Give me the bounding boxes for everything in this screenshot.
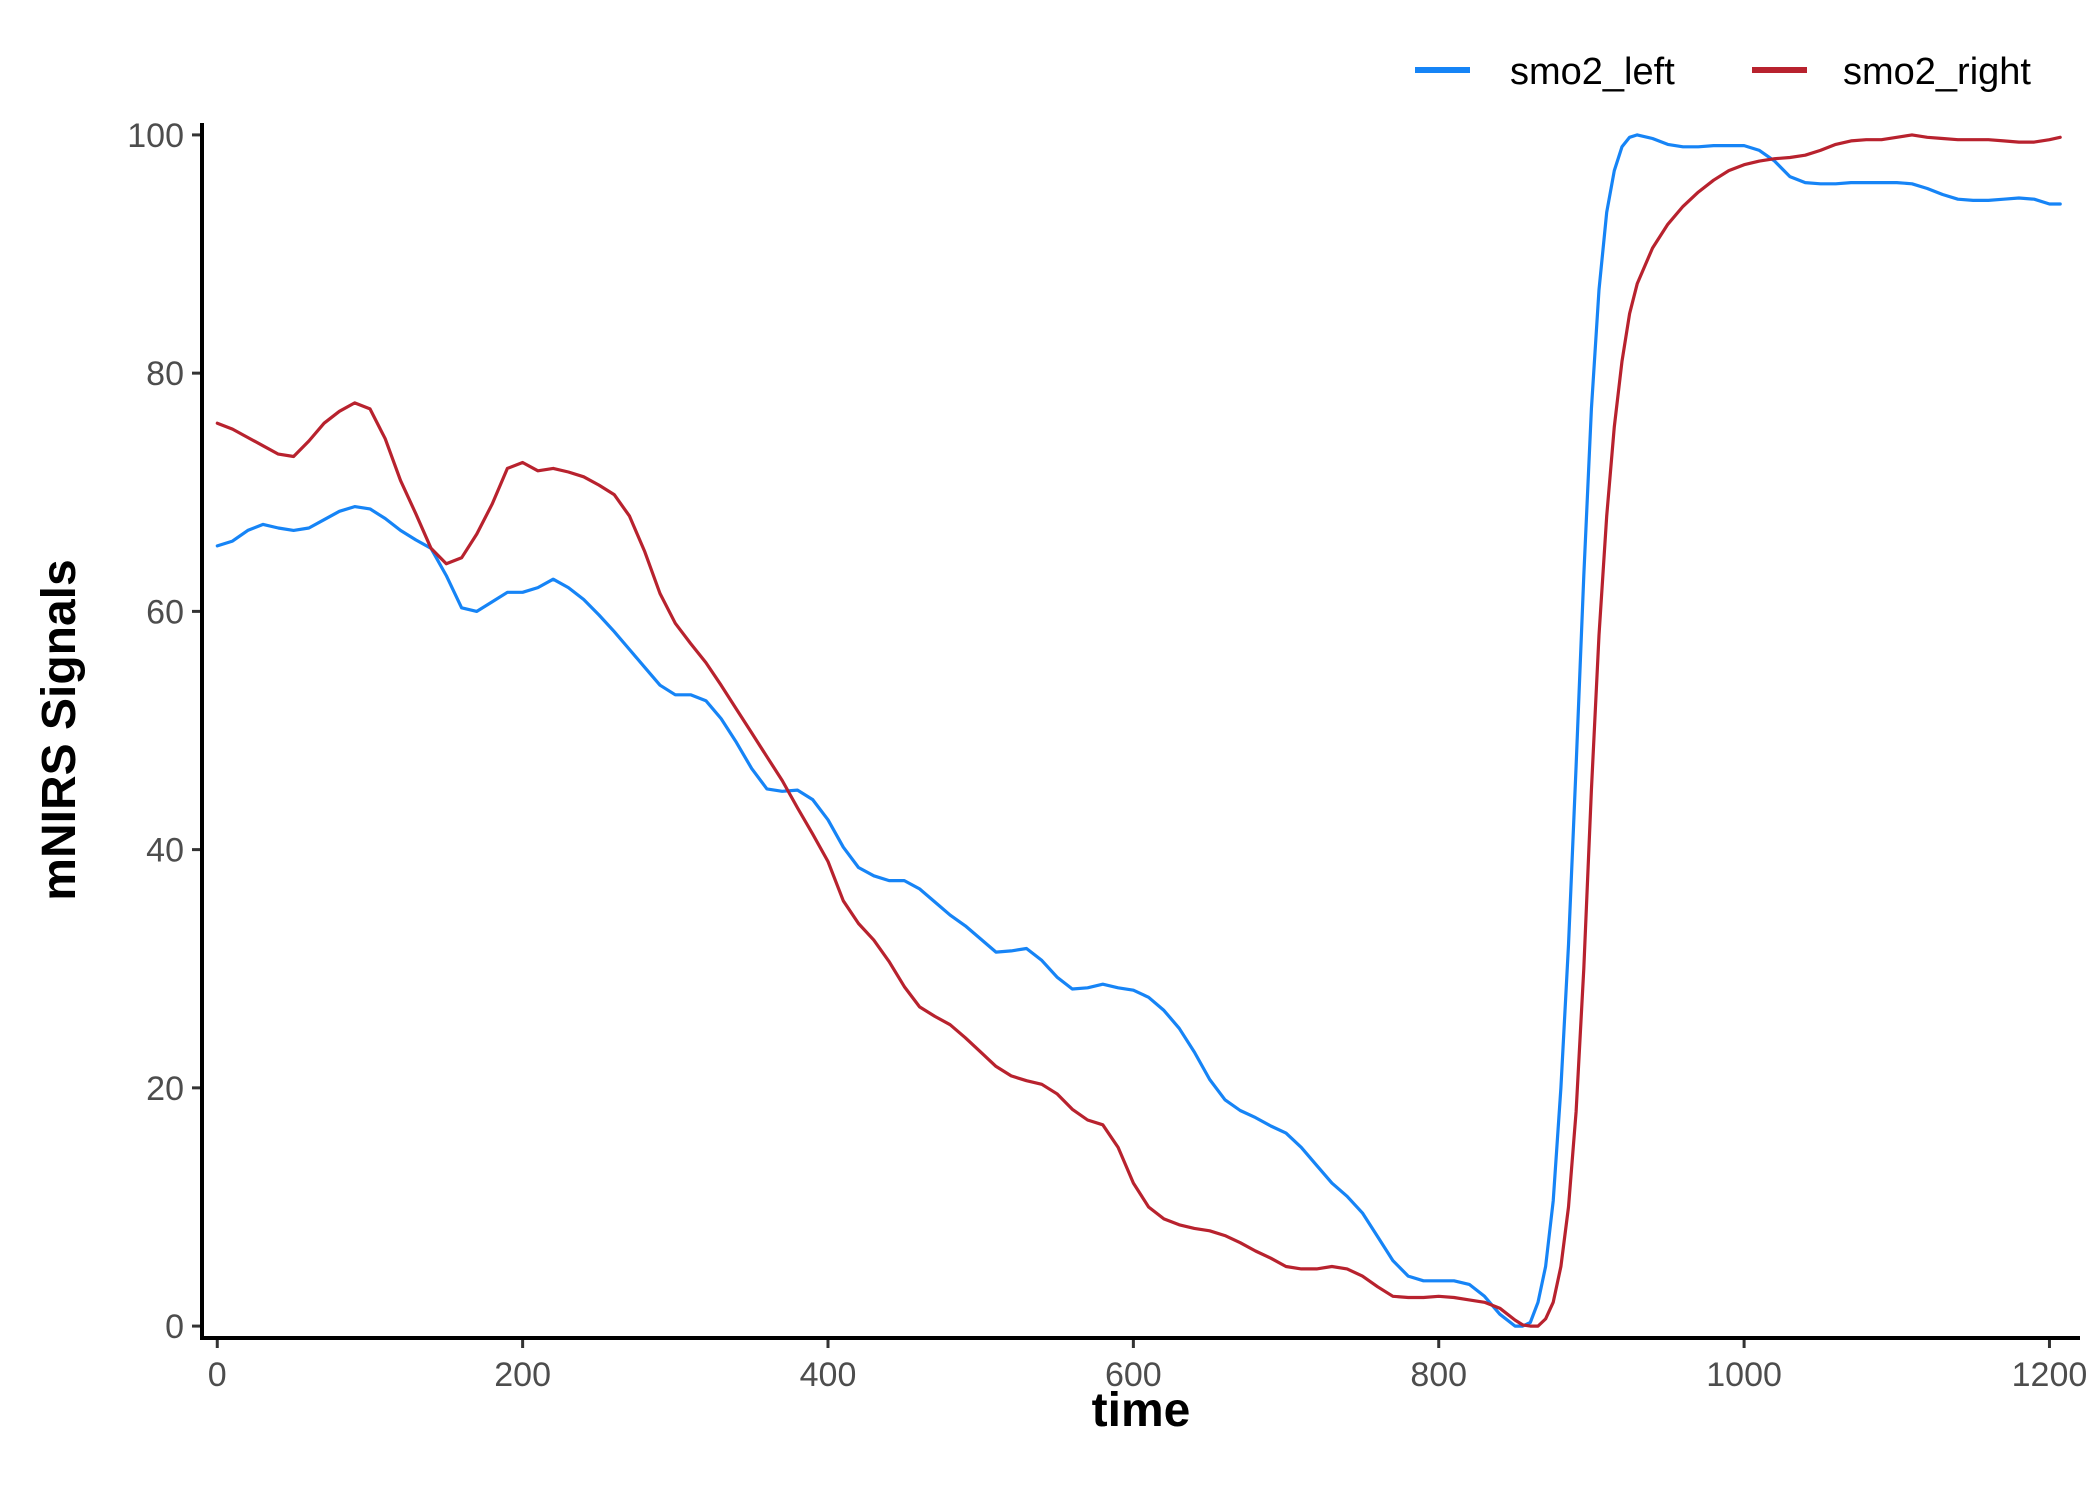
y-tick-label: 20 [146, 1070, 184, 1108]
legend-label-smo2-left: smo2_left [1510, 51, 1675, 93]
legend-label-smo2-right: smo2_right [1843, 51, 2031, 93]
x-tick-label: 800 [1410, 1356, 1467, 1394]
legend: smo2_left smo2_right [1415, 51, 2031, 93]
series-line-smo2-left [215, 133, 2062, 1328]
y-tick-label: 80 [146, 355, 184, 393]
x-axis-title: time [1092, 1384, 1191, 1437]
x-tick-label: 600 [1105, 1356, 1162, 1394]
x-tick-label: 0 [208, 1356, 227, 1394]
y-axis-ticks: 0 20 40 60 80 100 [127, 117, 202, 1346]
y-tick-label: 0 [165, 1308, 184, 1346]
x-tick-label: 400 [800, 1356, 857, 1394]
y-tick-label: 100 [127, 117, 184, 155]
x-tick-label: 1000 [1706, 1356, 1782, 1394]
y-tick-label: 60 [146, 593, 184, 631]
y-tick-label: 40 [146, 832, 184, 870]
series-line-smo2-right [215, 133, 2062, 1328]
y-axis-title: mNIRS Signals [33, 559, 86, 900]
x-tick-label: 200 [494, 1356, 551, 1394]
x-tick-label: 1200 [2012, 1356, 2088, 1394]
series-lines [215, 133, 2062, 1328]
